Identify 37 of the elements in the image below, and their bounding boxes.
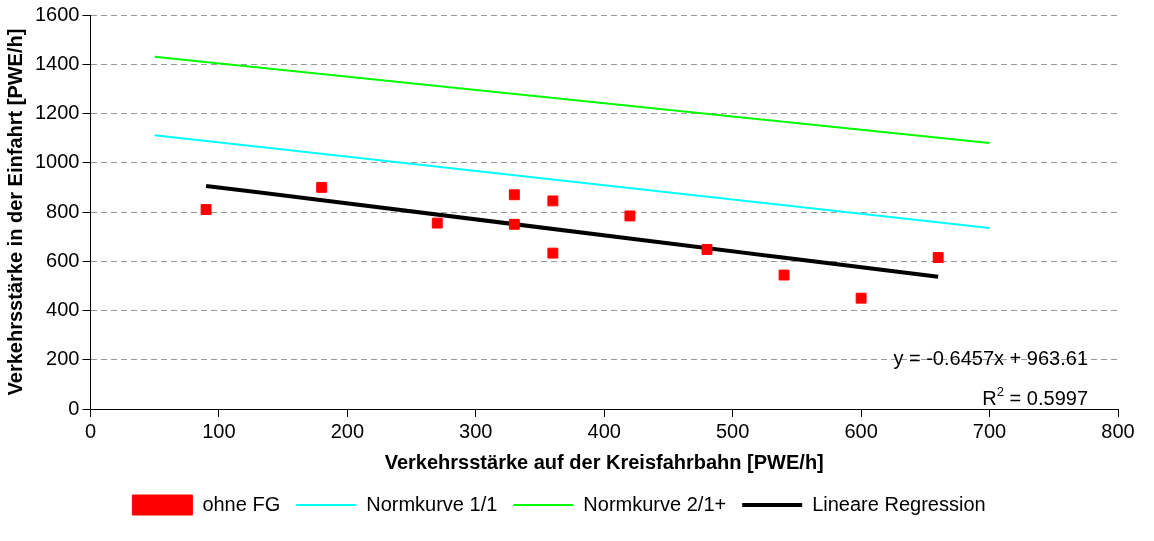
x-tick-label: 0 [84, 419, 97, 442]
x-axis-title: Verkehrsstärke auf der Kreisfahrbahn [PWE/h] [384, 450, 824, 473]
x-tick-label: 700 [972, 419, 1007, 442]
point [855, 292, 867, 304]
point [624, 210, 636, 222]
x-tick-label: 400 [587, 419, 621, 442]
point [431, 217, 443, 229]
point [508, 189, 520, 201]
point [701, 243, 713, 255]
y-tick-label: 800 [46, 199, 80, 222]
y-tick-label: 400 [46, 298, 80, 321]
annotation: y = -0.6457x + 963.61 [893, 347, 1088, 369]
legend-label: Lineare Regression [812, 492, 986, 515]
y-tick-label: 1000 [34, 150, 80, 173]
x-tick-label: 800 [1101, 419, 1135, 442]
x-tick-label: 600 [844, 419, 878, 442]
legend-label: Normkurve 2/1+ [583, 492, 727, 515]
y-tick-label: 0 [68, 396, 80, 419]
legend-label: ohne FG [202, 492, 281, 515]
point [547, 195, 559, 207]
point [547, 247, 559, 259]
point [200, 204, 212, 215]
point [508, 218, 520, 230]
x-tick-label: 200 [330, 419, 365, 442]
point [932, 252, 944, 264]
point [778, 269, 790, 281]
point [316, 181, 328, 193]
y-axis-title: Verkehrsstärke in der Einfahrt [PWE/h] [3, 28, 26, 396]
legend-label: Normkurve 1/1 [366, 492, 498, 515]
y-tick-label: 1600 [34, 2, 80, 25]
x-tick-label: 500 [716, 419, 750, 442]
y-tick-label: 1400 [34, 51, 80, 74]
x-tick-label: 300 [459, 419, 493, 442]
y-tick-label: 600 [46, 248, 80, 271]
y-tick-label: 200 [46, 347, 80, 370]
y-tick-label: 1200 [34, 101, 80, 124]
x-tick-label: 100 [202, 419, 236, 442]
